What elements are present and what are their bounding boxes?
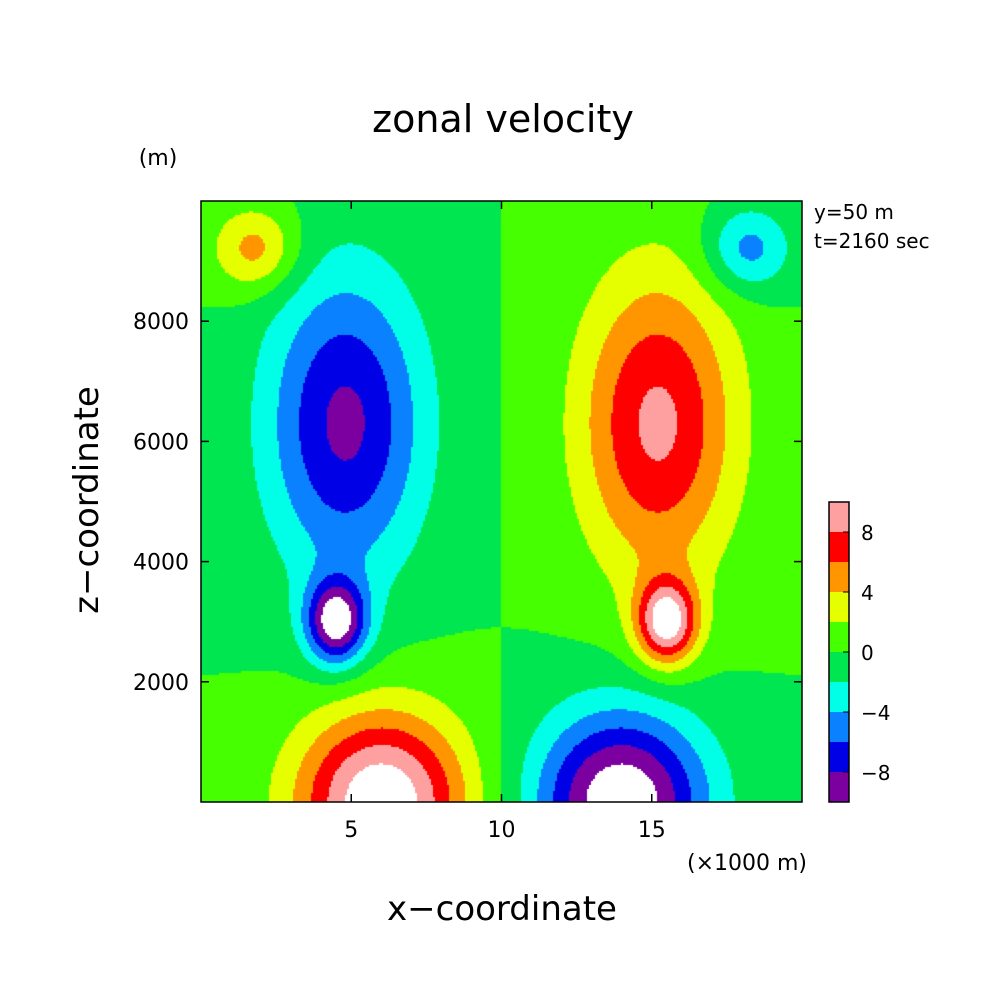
colorbar-segment [829, 562, 849, 592]
x-axis-label: x−coordinate [387, 889, 617, 929]
x-unit-label: (×1000 m) [687, 851, 807, 876]
x-tick-label: 5 [344, 818, 358, 843]
x-tick-label: 10 [488, 818, 516, 843]
y-tick-label: 4000 [133, 551, 189, 576]
colorbar-tick-label: −8 [861, 761, 890, 785]
chart-title: zonal velocity [372, 97, 634, 141]
t-meta-annotation: t=2160 sec [814, 229, 930, 253]
colorbar-segment [829, 502, 849, 532]
y-meta-annotation: y=50 m [814, 200, 894, 224]
colorbar-tick-label: −4 [861, 701, 890, 725]
y-tick-label: 8000 [133, 310, 189, 335]
y-axis-ticks: 2000 4000 6000 8000 [133, 310, 802, 696]
colorbar-tick-label: 4 [861, 581, 874, 605]
colorbar-segment [829, 622, 849, 652]
colorbar-tick-label: 8 [861, 521, 874, 545]
colorbar-segment [829, 712, 849, 742]
colorbar-segment [829, 532, 849, 562]
colorbar-segment [829, 742, 849, 772]
velocity-contours [201, 201, 802, 802]
velocity-field [201, 201, 802, 802]
y-tick-label: 2000 [133, 671, 189, 696]
colorbar-segment [829, 592, 849, 622]
colorbar-segment [829, 682, 849, 712]
colorbar-segment [829, 772, 849, 802]
y-tick-label: 6000 [133, 430, 189, 455]
y-unit-label: (m) [139, 146, 178, 171]
colorbar-tick-label: 0 [861, 641, 874, 665]
colorbar-segment [829, 652, 849, 682]
x-tick-label: 15 [638, 818, 666, 843]
colorbar: −8 −4 0 4 8 [828, 501, 890, 803]
x-axis-ticks: 5 10 15 [344, 201, 666, 843]
plot-area: 5 10 15 2000 4000 6000 8000 [133, 200, 803, 843]
y-axis-label: z−coordinate [67, 386, 107, 614]
